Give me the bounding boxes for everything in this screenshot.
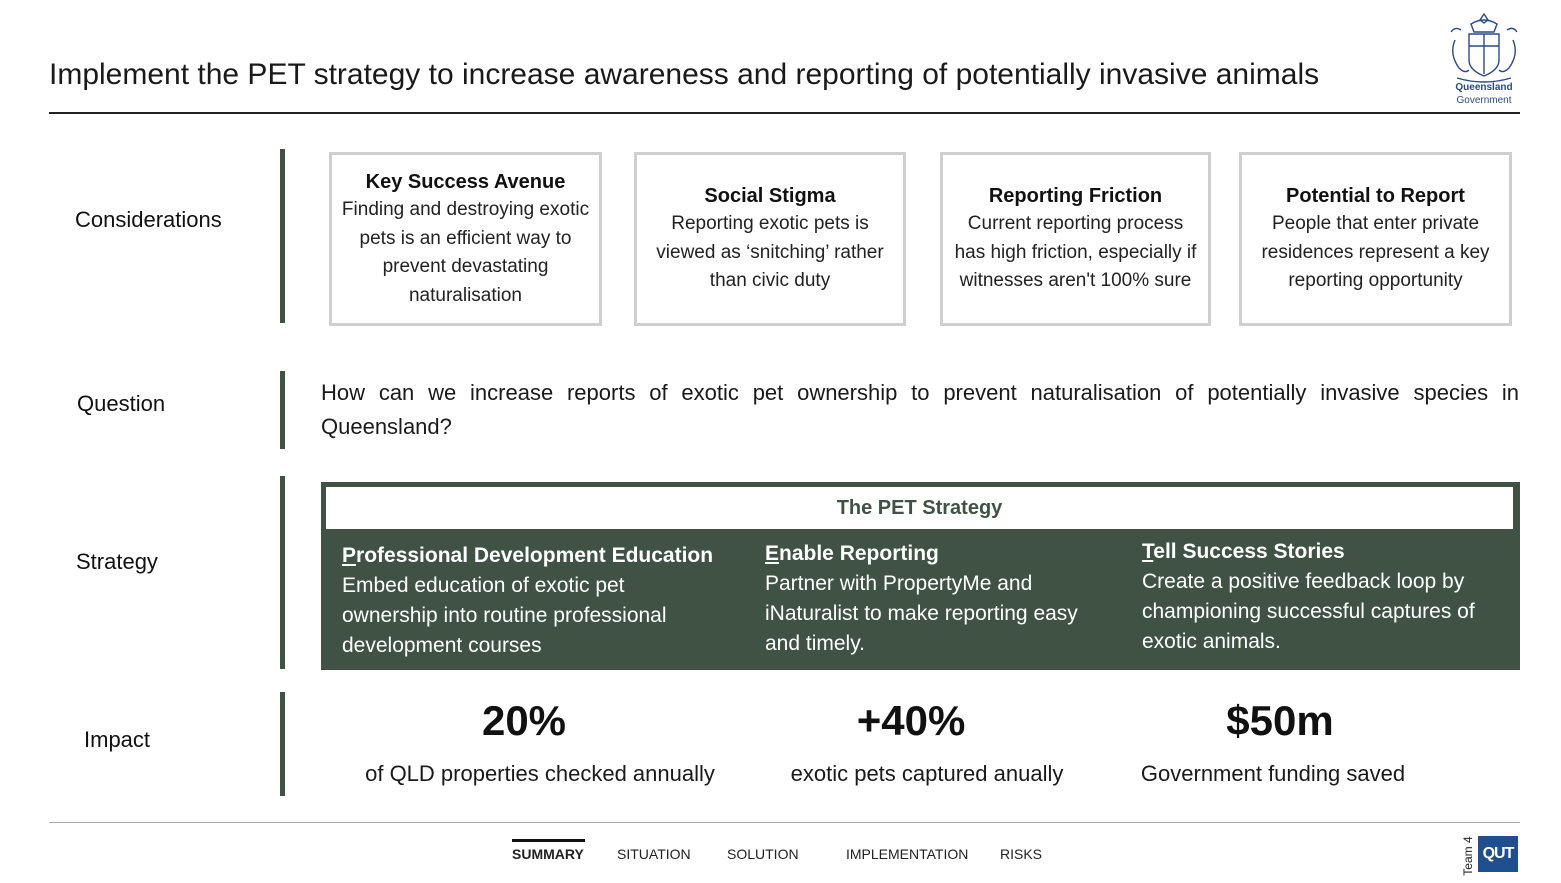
row-divider-considerations — [280, 149, 285, 323]
pillar-body: Embed education of exotic pet ownership … — [342, 574, 667, 657]
impact-label-3: Government funding saved — [1140, 761, 1406, 786]
pillar-title: Tell Success Stories — [1142, 537, 1512, 567]
consideration-card-3: Reporting Friction Current reporting pro… — [940, 152, 1211, 326]
impact-label-1: of QLD properties checked annually — [365, 761, 715, 786]
card-title: Reporting Friction — [988, 185, 1163, 208]
pillar-initial: P — [342, 544, 357, 567]
row-label-strategy: Strategy — [76, 549, 158, 574]
impact-value-1: 20% — [481, 697, 567, 744]
pillar-title-rest: nable Reporting — [779, 542, 939, 565]
pillar-body: Create a positive feedback loop by champ… — [1142, 570, 1475, 653]
row-label-impact: Impact — [84, 727, 151, 752]
pillar-title: Enable Reporting — [765, 539, 1125, 569]
question-text: How can we increase reports of exotic pe… — [321, 380, 1519, 439]
pillar-initial: E — [765, 542, 780, 565]
footer-divider — [49, 822, 1520, 823]
pillar-initial: T — [1142, 540, 1154, 563]
strategy-pillar-2: Enable Reporting Partner with PropertyMe… — [765, 539, 1125, 659]
row-divider-impact — [280, 692, 285, 796]
nav-tab-solution[interactable]: SOLUTION — [727, 846, 799, 862]
card-title: Social Stigma — [704, 185, 836, 208]
logo-text-line2: Government — [1456, 95, 1512, 106]
nav-tab-implementation[interactable]: IMPLEMENTATION — [846, 846, 969, 862]
card-title: Key Success Avenue — [365, 171, 566, 193]
nav-active-indicator — [512, 839, 585, 842]
pillar-body: Partner with PropertyMe and iNaturalist … — [765, 572, 1078, 655]
strategy-header: The PET Strategy — [326, 487, 1513, 529]
consideration-card-2: Social Stigma Reporting exotic pets is v… — [634, 152, 906, 326]
page-title: Implement the PET strategy to increase a… — [49, 58, 1320, 91]
title-divider — [49, 112, 1520, 114]
card-title: Potential to Report — [1286, 185, 1465, 208]
card-body: Finding and destroying exotic pets is an… — [341, 199, 590, 306]
pillar-title-rest: ell Success Stories — [1153, 540, 1345, 563]
nav-tab-risks[interactable]: RISKS — [1000, 846, 1043, 862]
nav-tab-summary[interactable]: SUMMARY — [512, 846, 584, 862]
pillar-title-rest: rofessional Development Education — [356, 544, 714, 567]
row-divider-strategy — [280, 476, 285, 669]
logo-text-line1: Queensland — [1455, 82, 1513, 93]
impact-label-2: exotic pets captured anually — [790, 761, 1064, 786]
pillar-title: Professional Development Education — [342, 541, 742, 571]
row-divider-question — [280, 371, 285, 449]
queensland-crest-icon — [1450, 12, 1518, 83]
row-label-question: Question — [77, 391, 166, 416]
row-label-considerations: Considerations — [75, 207, 222, 232]
consideration-card-4: Potential to Report People that enter pr… — [1239, 152, 1512, 326]
nav-tab-situation[interactable]: SITUATION — [617, 846, 691, 862]
card-body: People that enter private residences rep… — [1261, 213, 1490, 292]
card-body: Reporting exotic pets is viewed as ‘snit… — [656, 213, 884, 292]
consideration-card-1: Key Success Avenue Finding and destroyin… — [329, 152, 602, 326]
strategy-pillar-1: Professional Development Education Embed… — [342, 541, 742, 661]
qut-logo: QUT — [1478, 836, 1518, 872]
card-body: Current reporting process has high frict… — [954, 213, 1197, 292]
impact-value-2: +40% — [856, 697, 966, 744]
impact-value-3: $50m — [1226, 697, 1334, 744]
strategy-pillar-3: Tell Success Stories Create a positive f… — [1142, 537, 1512, 657]
